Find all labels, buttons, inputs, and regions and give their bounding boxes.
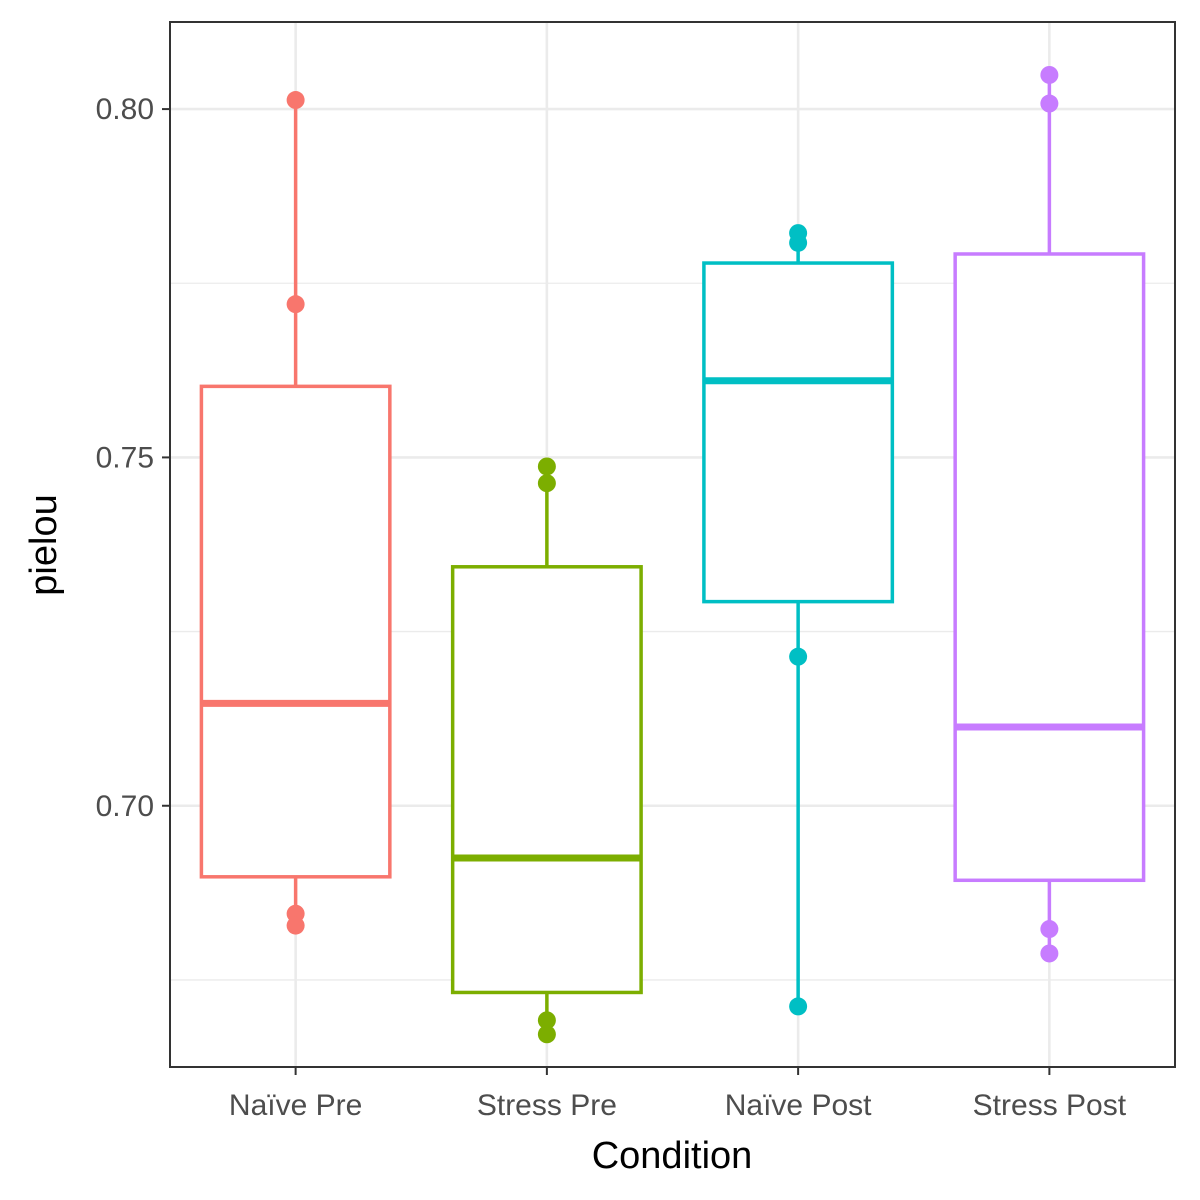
data-point [1040,944,1059,963]
x-tick-label: Naïve Pre [229,1089,362,1122]
y-axis: 0.70 0.75 0.80 [96,93,170,823]
data-point [789,647,808,666]
data-point [1040,94,1059,113]
box-group [450,457,643,1044]
y-tick-label: 0.80 [96,93,154,126]
data-point [1040,920,1059,939]
box-iqr [450,565,643,995]
data-point [286,91,305,110]
x-axis: Naïve Pre Stress Pre Naïve Post Stress Post [229,1067,1127,1122]
box-iqr [953,252,1146,883]
x-tick-label: Stress Pre [477,1089,617,1122]
x-tick-label: Stress Post [973,1089,1127,1122]
data-point [537,1011,556,1030]
plot-panel-border [169,21,1176,1068]
y-tick-label: 0.70 [96,790,154,823]
box-group [702,224,895,1016]
data-point [1040,65,1059,84]
data-point [789,233,808,252]
box-group [953,65,1146,963]
box-group [199,91,392,935]
data-point [789,997,808,1016]
y-axis-title: pielou [23,494,65,595]
x-tick-label: Naïve Post [725,1089,872,1122]
data-point [537,457,556,476]
boxes [199,65,1146,1044]
x-axis-title: Condition [592,1135,753,1177]
y-tick-label: 0.75 [96,441,154,474]
data-point [537,1025,556,1044]
box-iqr [702,261,895,604]
data-point [537,474,556,493]
data-point [286,916,305,935]
box-iqr [199,384,392,879]
data-point [286,295,305,314]
